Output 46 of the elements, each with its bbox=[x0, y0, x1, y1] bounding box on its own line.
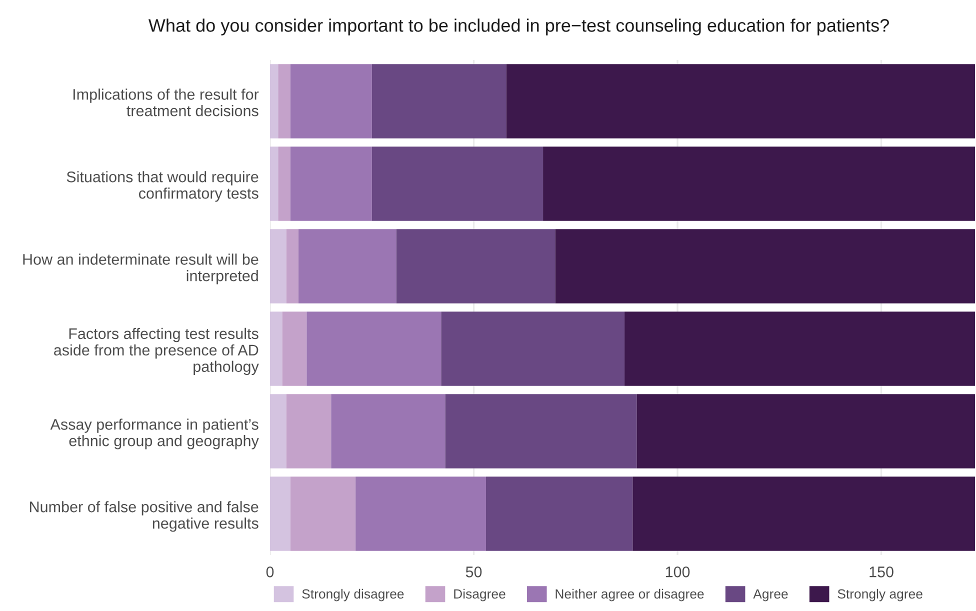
bar bbox=[298, 229, 396, 304]
bar bbox=[555, 229, 975, 304]
bar bbox=[543, 146, 975, 221]
bar bbox=[282, 312, 307, 386]
bar bbox=[270, 312, 282, 386]
legend-label: Disagree bbox=[454, 588, 506, 602]
bar bbox=[506, 64, 975, 138]
bar bbox=[270, 476, 290, 551]
x-tick-label: 50 bbox=[466, 566, 482, 578]
bar bbox=[396, 229, 556, 304]
bar bbox=[290, 146, 372, 221]
x-tick-label: 100 bbox=[666, 566, 690, 578]
chart-title: What do you consider important to be included in pre−test counseling education for patients? bbox=[148, 18, 889, 36]
y-tick-label: Factors affecting test results aside from the presence of AD pathology bbox=[54, 328, 259, 376]
x-tick-label: 0 bbox=[266, 566, 274, 578]
legend-label: Neither agree or disagree bbox=[556, 588, 704, 602]
bar bbox=[278, 64, 290, 138]
bar bbox=[270, 394, 286, 468]
legend-label: Strongly agree bbox=[838, 588, 922, 602]
bar bbox=[624, 312, 975, 386]
bar bbox=[270, 64, 278, 138]
y-tick-label: Implications of the result for treatment decisions bbox=[74, 88, 259, 116]
bar bbox=[290, 64, 372, 138]
bar bbox=[372, 64, 506, 138]
y-tick-label: How an indeterminate result will be interpreted bbox=[23, 254, 258, 284]
bar bbox=[270, 229, 286, 304]
legend-label: Agree bbox=[753, 589, 788, 602]
bar bbox=[486, 476, 633, 551]
bar bbox=[445, 394, 637, 468]
y-tick-label: Number of false positive and false negative results bbox=[30, 501, 258, 532]
bar bbox=[278, 146, 290, 221]
x-tick-label: 150 bbox=[870, 566, 894, 578]
bar bbox=[356, 476, 486, 551]
bar bbox=[636, 394, 975, 468]
bar bbox=[286, 394, 332, 468]
bar bbox=[286, 229, 299, 304]
bar bbox=[441, 312, 625, 386]
bar bbox=[306, 312, 442, 386]
legend-label: Strongly disagree bbox=[302, 588, 404, 602]
bar bbox=[290, 476, 356, 551]
bar bbox=[331, 394, 446, 468]
y-tick-label: Situations that would require confirmatory tests bbox=[66, 171, 258, 202]
y-tick-label: Assay performance in patient’s ethnic group and geography bbox=[50, 418, 259, 450]
bar bbox=[270, 146, 278, 221]
bar bbox=[372, 146, 544, 221]
bar bbox=[632, 476, 975, 551]
